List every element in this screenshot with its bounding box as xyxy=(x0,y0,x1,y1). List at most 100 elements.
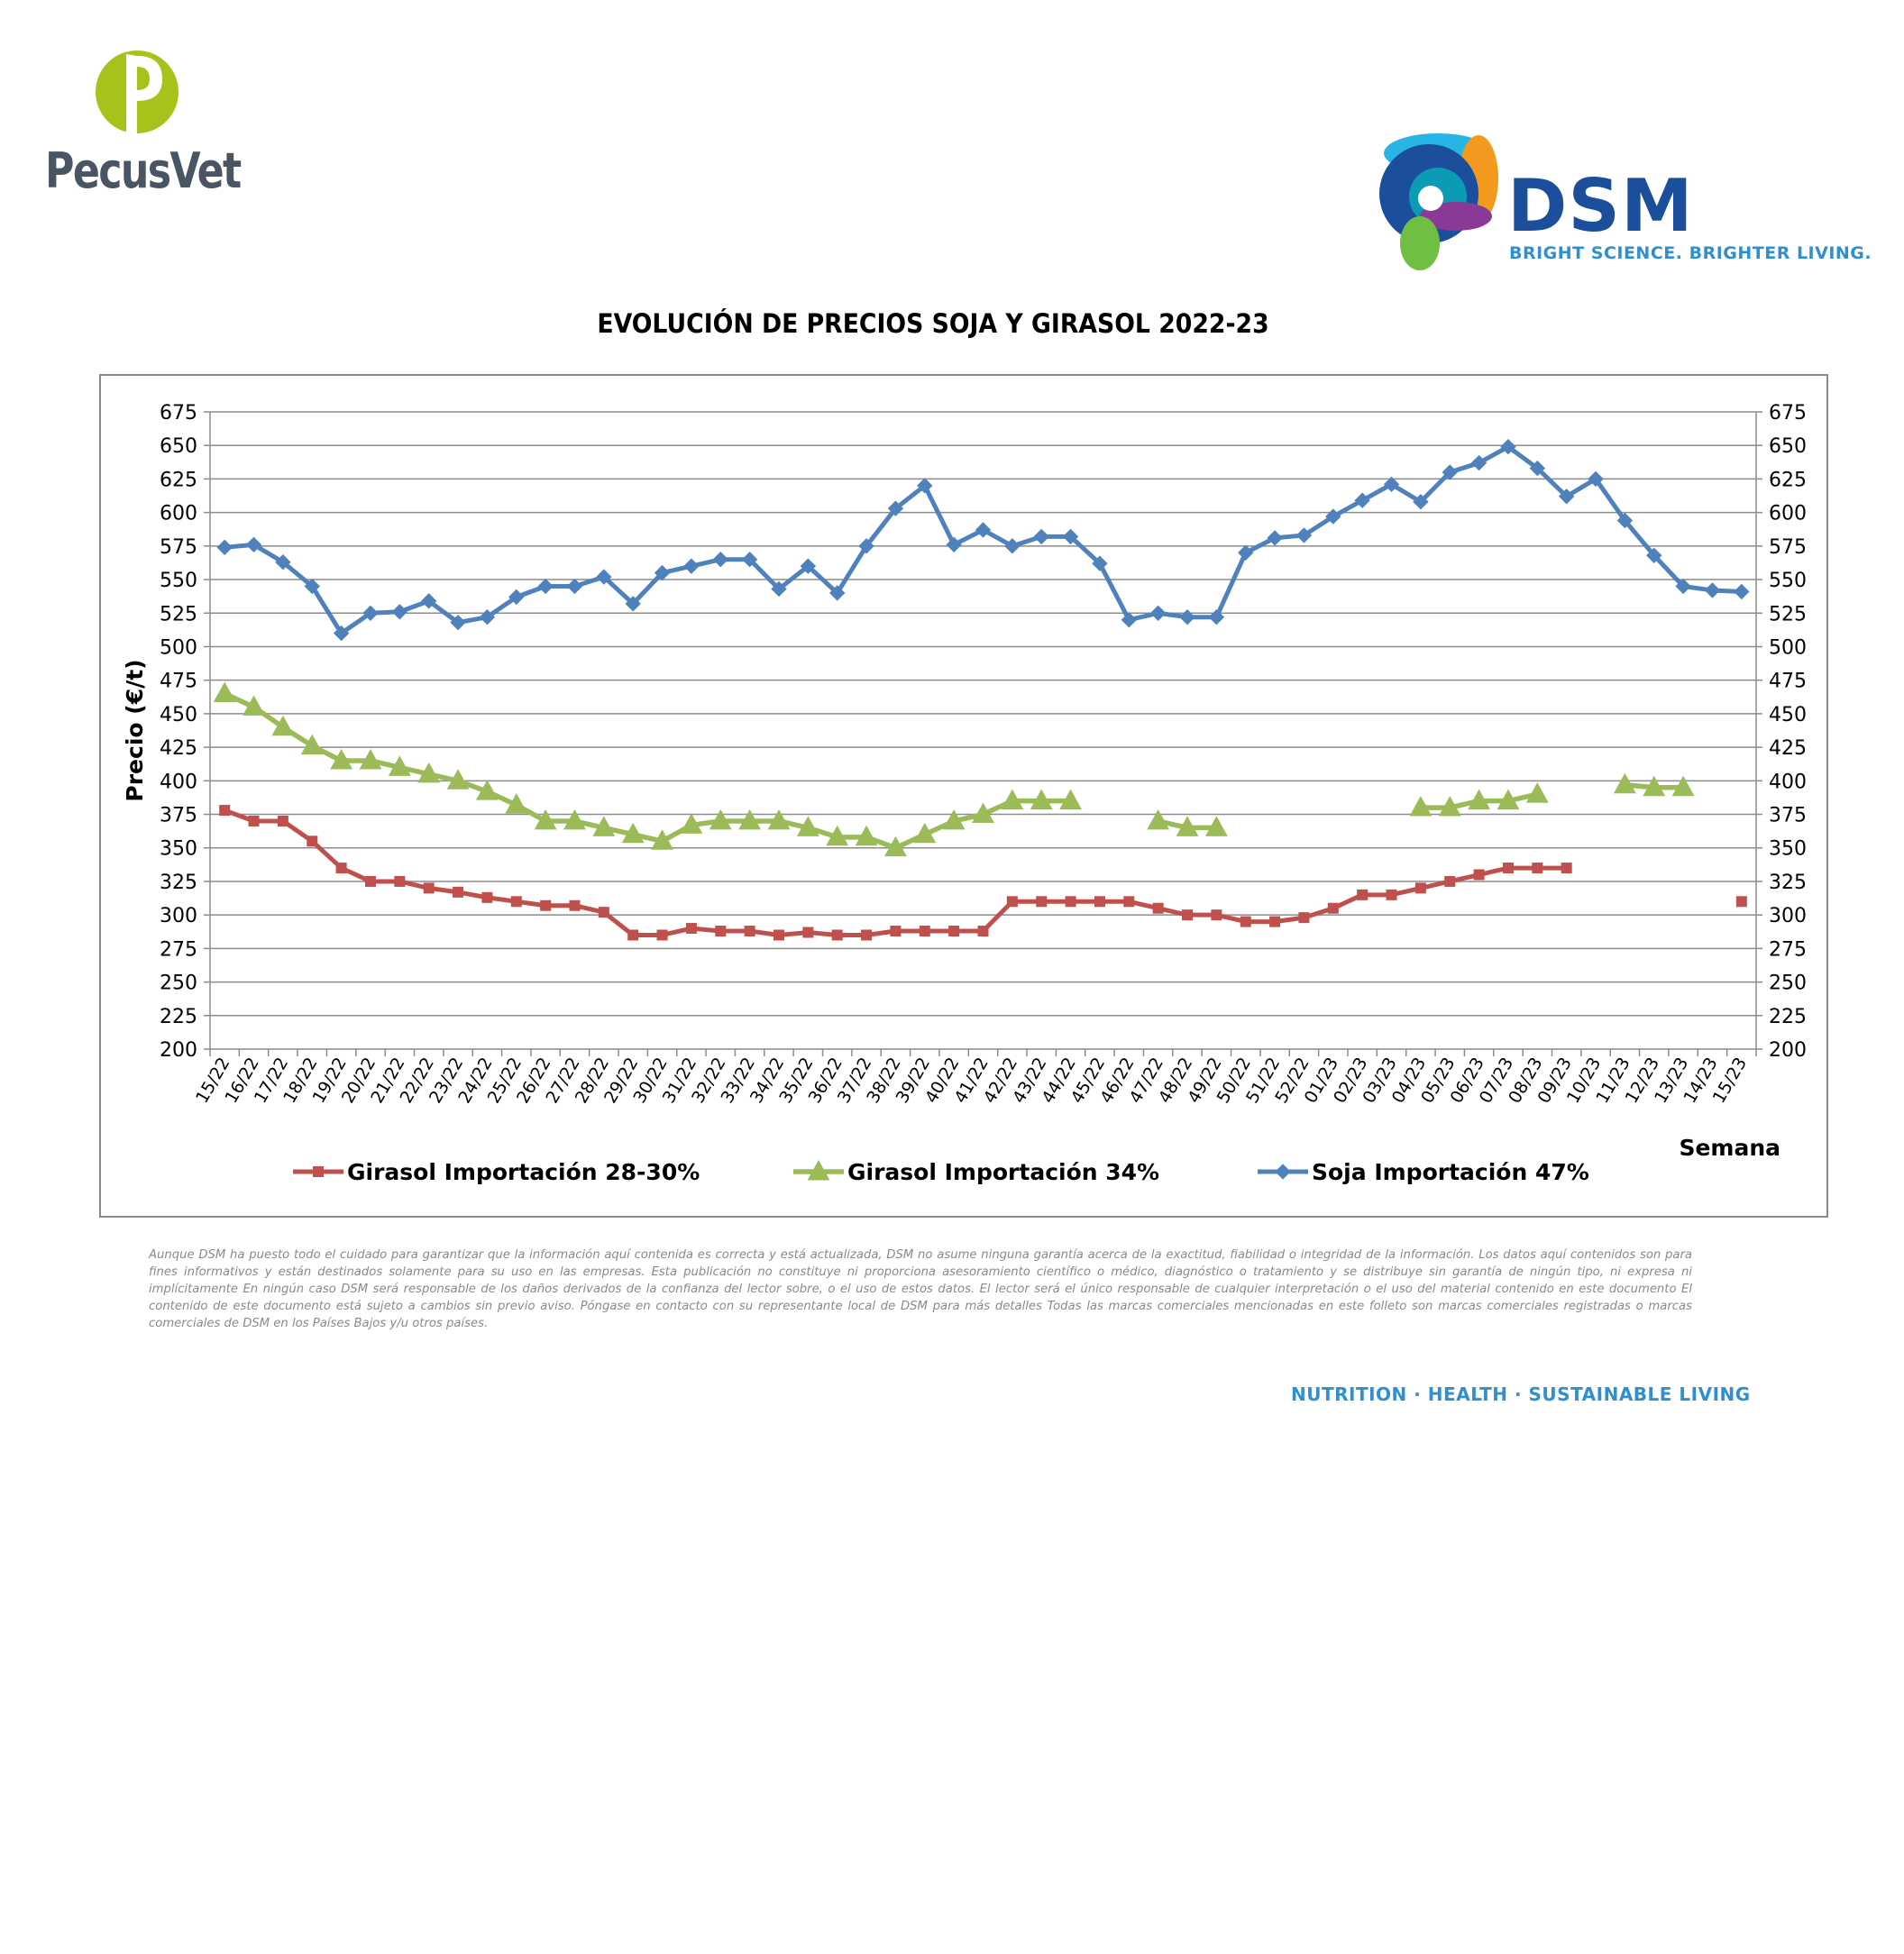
data-point-square xyxy=(744,926,755,937)
data-point-square xyxy=(1444,875,1456,887)
data-point-square xyxy=(1182,909,1194,921)
data-point-diamond xyxy=(566,578,583,595)
legend-label: Girasol Importación 28-30% xyxy=(347,1159,700,1185)
data-point-triangle xyxy=(213,681,236,703)
y-tick-label-right: 675 xyxy=(1769,402,1807,425)
data-point-diamond xyxy=(625,596,641,612)
data-point-diamond xyxy=(1004,538,1021,554)
series-triangle xyxy=(213,681,1695,857)
legend-label: Girasol Importación 34% xyxy=(847,1159,1159,1185)
y-tick-label-left: 450 xyxy=(160,704,197,726)
series-square xyxy=(219,805,1747,941)
data-point-triangle xyxy=(1409,796,1433,817)
data-point-triangle xyxy=(1525,782,1549,803)
data-point-triangle xyxy=(826,825,849,846)
data-point-square xyxy=(423,882,435,894)
y-tick-label-left: 350 xyxy=(160,838,197,861)
data-point-square xyxy=(1006,896,1018,908)
data-point-square xyxy=(307,835,318,847)
data-point-diamond xyxy=(741,552,758,568)
data-point-diamond xyxy=(1558,488,1575,505)
data-point-triangle xyxy=(972,802,994,823)
data-point-square xyxy=(861,929,873,941)
data-point-diamond xyxy=(1179,609,1195,625)
series-line xyxy=(224,444,1742,636)
y-tick-label-right: 500 xyxy=(1769,636,1807,659)
dsm-logo-swirl-center xyxy=(1418,186,1443,211)
data-point-triangle xyxy=(807,1159,830,1181)
y-tick-label-right: 600 xyxy=(1769,503,1807,525)
data-point-triangle xyxy=(330,748,353,770)
x-axis-title: Semana xyxy=(1679,1135,1780,1161)
dsm-logo xyxy=(1379,133,1498,270)
data-point-triangle xyxy=(592,816,616,836)
data-point-triangle xyxy=(563,808,586,830)
data-point-diamond xyxy=(391,604,408,620)
data-point-triangle xyxy=(1030,789,1053,810)
data-point-diamond xyxy=(1588,470,1604,488)
y-tick-label-left: 525 xyxy=(160,603,197,625)
y-tick-label-left: 325 xyxy=(160,872,197,894)
data-point-square xyxy=(831,929,843,941)
y-tick-label-left: 200 xyxy=(160,1039,197,1062)
data-point-diamond xyxy=(1267,530,1283,546)
data-point-triangle xyxy=(359,748,382,770)
legend-label: Soja Importación 47% xyxy=(1312,1159,1589,1185)
y-tick-label-right: 550 xyxy=(1769,570,1807,592)
y-tick-label-left: 500 xyxy=(160,636,197,659)
y-tick-label-right: 575 xyxy=(1769,536,1807,559)
data-point-diamond xyxy=(1354,492,1370,508)
data-point-triangle xyxy=(243,695,265,716)
data-point-square xyxy=(1036,896,1048,908)
y-tick-label-right: 525 xyxy=(1769,603,1807,625)
data-point-triangle xyxy=(1147,808,1170,830)
legend-item: Girasol Importación 28-30% xyxy=(293,1159,700,1185)
data-point-diamond xyxy=(1275,1164,1291,1180)
data-point-diamond xyxy=(333,625,350,642)
data-point-square xyxy=(656,929,668,941)
dsm-logo-swirl-purple xyxy=(1420,202,1492,231)
data-point-square xyxy=(1152,902,1164,914)
data-point-diamond xyxy=(216,539,233,556)
data-point-square xyxy=(313,1166,324,1177)
data-point-triangle xyxy=(651,829,673,850)
data-point-diamond xyxy=(1383,476,1400,493)
data-point-square xyxy=(1532,863,1543,874)
dsm-tagline: BRIGHT SCIENCE. BRIGHTER LIVING. xyxy=(1509,243,1872,263)
data-point-triangle xyxy=(388,755,411,776)
y-tick-label-right: 225 xyxy=(1769,1006,1807,1028)
data-point-diamond xyxy=(946,536,962,553)
data-point-square xyxy=(510,896,522,908)
y-tick-label-left: 550 xyxy=(160,570,197,592)
y-tick-label-right: 625 xyxy=(1769,469,1807,491)
data-point-square xyxy=(394,875,406,887)
data-point-diamond xyxy=(245,536,262,553)
data-point-square xyxy=(1386,889,1397,900)
data-point-diamond xyxy=(537,578,554,595)
data-point-triangle xyxy=(476,780,499,800)
series-line xyxy=(224,691,1071,851)
data-point-diamond xyxy=(771,580,787,598)
y-tick-label-right: 475 xyxy=(1769,671,1807,693)
pecusvet-wordmark: PecusVet xyxy=(45,142,242,199)
data-point-square xyxy=(919,926,930,937)
data-point-triangle xyxy=(884,835,907,857)
data-point-square xyxy=(1502,863,1514,874)
dsm-logo-swirl-green xyxy=(1400,216,1440,270)
data-point-square xyxy=(1211,909,1222,921)
data-point-square xyxy=(364,875,376,887)
data-point-triangle xyxy=(417,762,441,783)
data-point-square xyxy=(569,899,581,911)
data-point-square xyxy=(1561,863,1572,874)
y-tick-label-right: 650 xyxy=(1769,435,1807,458)
data-point-diamond xyxy=(1704,582,1721,598)
data-point-diamond xyxy=(362,605,379,621)
data-point-diamond xyxy=(1442,464,1458,480)
data-point-triangle xyxy=(300,734,324,755)
data-point-diamond xyxy=(1529,460,1545,477)
y-tick-label-left: 400 xyxy=(160,771,197,793)
data-point-triangle xyxy=(796,816,819,836)
data-point-diamond xyxy=(1675,578,1691,595)
data-point-square xyxy=(219,805,231,817)
data-point-square xyxy=(1269,916,1281,927)
